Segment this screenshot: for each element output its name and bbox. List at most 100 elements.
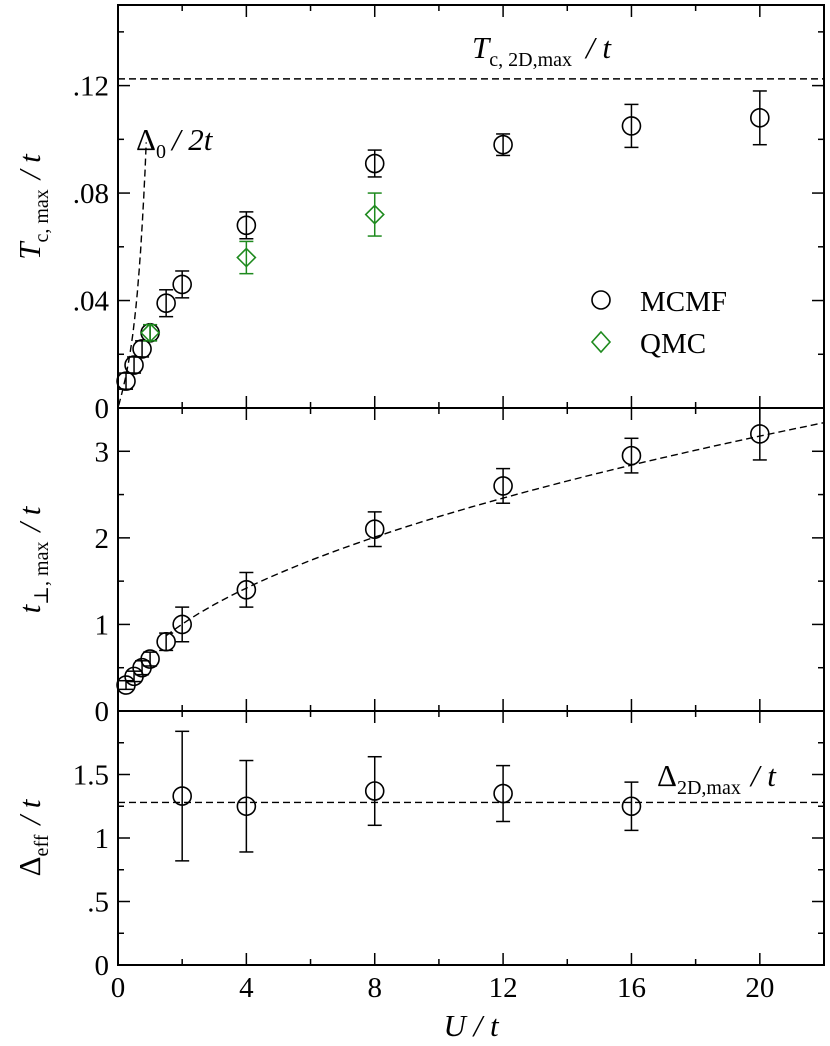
- svg-text:Tc, max/ t: Tc, max / t: [12, 153, 53, 260]
- circle-marker: [621, 796, 642, 817]
- top-ylabel-tail: / t: [12, 153, 47, 181]
- y-tick-label: 2: [95, 523, 110, 555]
- data-point: [116, 371, 136, 391]
- circle-marker: [156, 631, 176, 652]
- y-tick-label: 1: [95, 609, 110, 641]
- top-ylabel-main: T: [12, 240, 47, 260]
- circle-marker: [236, 579, 257, 600]
- data-point: [621, 437, 642, 474]
- bottom-panel-frame: [117, 710, 825, 966]
- middle-ylabel-main: t: [12, 603, 47, 613]
- x-tick-label: 20: [745, 972, 774, 1004]
- data-point: [172, 270, 192, 299]
- circle-marker: [132, 339, 152, 359]
- data-point: [364, 511, 385, 548]
- x-tick-label: 12: [489, 972, 518, 1004]
- data-point: [172, 606, 192, 643]
- y-tick-label: 0: [95, 950, 110, 982]
- fit-curve: [165, 422, 825, 637]
- bottom-ylabel-tail: / t: [12, 798, 47, 826]
- bottom-ylabel-main: Δ: [12, 856, 47, 876]
- top-ylabel-sub: c, max: [31, 189, 53, 242]
- tc-2d-max-main: T: [472, 30, 492, 65]
- circle-marker: [364, 519, 385, 540]
- y-tick-label: 3: [95, 436, 110, 468]
- x-tick-label: 16: [617, 972, 646, 1004]
- circle-marker: [493, 134, 513, 155]
- bottom-y-axis-label: Δeff / t: [12, 798, 53, 876]
- delta-2d-max-sub: 2D,max: [677, 777, 741, 799]
- data-point: [236, 240, 257, 275]
- diamond-marker: [139, 322, 161, 343]
- circle-marker: [172, 786, 192, 806]
- circle-marker: [140, 649, 160, 669]
- circle-marker: [364, 781, 385, 801]
- y-tick-label: .08: [73, 178, 109, 210]
- y-tick-label: 0: [95, 393, 110, 425]
- middle-ylabel-tail: / t: [12, 505, 47, 533]
- delta0-main: Δ: [136, 122, 156, 157]
- y-tick-label: 1.5: [73, 760, 109, 792]
- data-point: [156, 631, 176, 652]
- delta0-tail: / 2t: [170, 122, 214, 157]
- x-axis-label: U / t: [443, 1008, 500, 1043]
- data-point: [621, 103, 642, 149]
- circle-marker: [124, 355, 144, 375]
- circle-marker: [116, 371, 136, 391]
- data-point: [139, 322, 161, 343]
- data-point: [236, 211, 257, 240]
- circle-marker: [364, 153, 385, 174]
- data-point: [124, 355, 144, 375]
- points-layer: [116, 90, 770, 862]
- data-point: [364, 755, 385, 827]
- data-point: [236, 571, 257, 608]
- data-point: [236, 759, 257, 853]
- top-y-axis-label: Tc, max / t: [12, 153, 53, 260]
- circle-marker: [172, 614, 192, 635]
- legend-qmc-marker: [590, 330, 612, 354]
- x-tick-label: 0: [111, 972, 126, 1004]
- circle-marker: [621, 445, 642, 466]
- y-tick-label: .12: [73, 71, 109, 103]
- data-point: [132, 339, 152, 359]
- circle-marker: [156, 293, 176, 314]
- tc-2d-max-sub: c, 2D,max: [489, 49, 572, 71]
- data-point: [156, 289, 176, 318]
- x-tick-label: 8: [367, 972, 382, 1004]
- circle-marker: [236, 796, 257, 817]
- bottom-ylabel-sub: eff: [31, 834, 53, 856]
- x-tick-label: 4: [239, 972, 254, 1004]
- y-tick-label: 0: [95, 696, 110, 728]
- data-point: [750, 407, 770, 461]
- data-point: [621, 781, 642, 832]
- circle-marker: [236, 215, 257, 236]
- circle-marker: [493, 476, 513, 496]
- delta-2d-max-tail: / t: [749, 758, 777, 793]
- y-tick-label: .5: [87, 887, 109, 919]
- delta-2d-max-main: Δ: [657, 758, 677, 793]
- data-point: [493, 764, 513, 823]
- data-point: [140, 649, 160, 669]
- middle-ylabel-sub: ⊥, max: [31, 542, 53, 605]
- middle-panel-frame: [117, 407, 825, 712]
- circle-marker: [172, 274, 192, 295]
- curves-layer: [117, 78, 825, 804]
- diamond-marker: [364, 204, 385, 225]
- y-tick-label: 1: [95, 823, 110, 855]
- circle-marker: [493, 783, 513, 804]
- tc-2d-max-tail: / t: [584, 30, 612, 65]
- legend-mcmf-label: MCMF: [640, 286, 727, 318]
- legend-qmc-label: QMC: [640, 328, 706, 360]
- data-point: [493, 133, 513, 157]
- top-panel-frame: [117, 4, 825, 409]
- delta0-label: Δ0/ 2t: [136, 122, 214, 163]
- circle-marker: [750, 108, 770, 128]
- tc-2d-max-label: Tc, 2D,max / t: [472, 30, 612, 71]
- data-point: [364, 192, 385, 237]
- data-point: [750, 90, 770, 146]
- circle-marker: [750, 424, 770, 444]
- delta0-sub: 0: [156, 141, 166, 163]
- circle-marker: [621, 116, 642, 136]
